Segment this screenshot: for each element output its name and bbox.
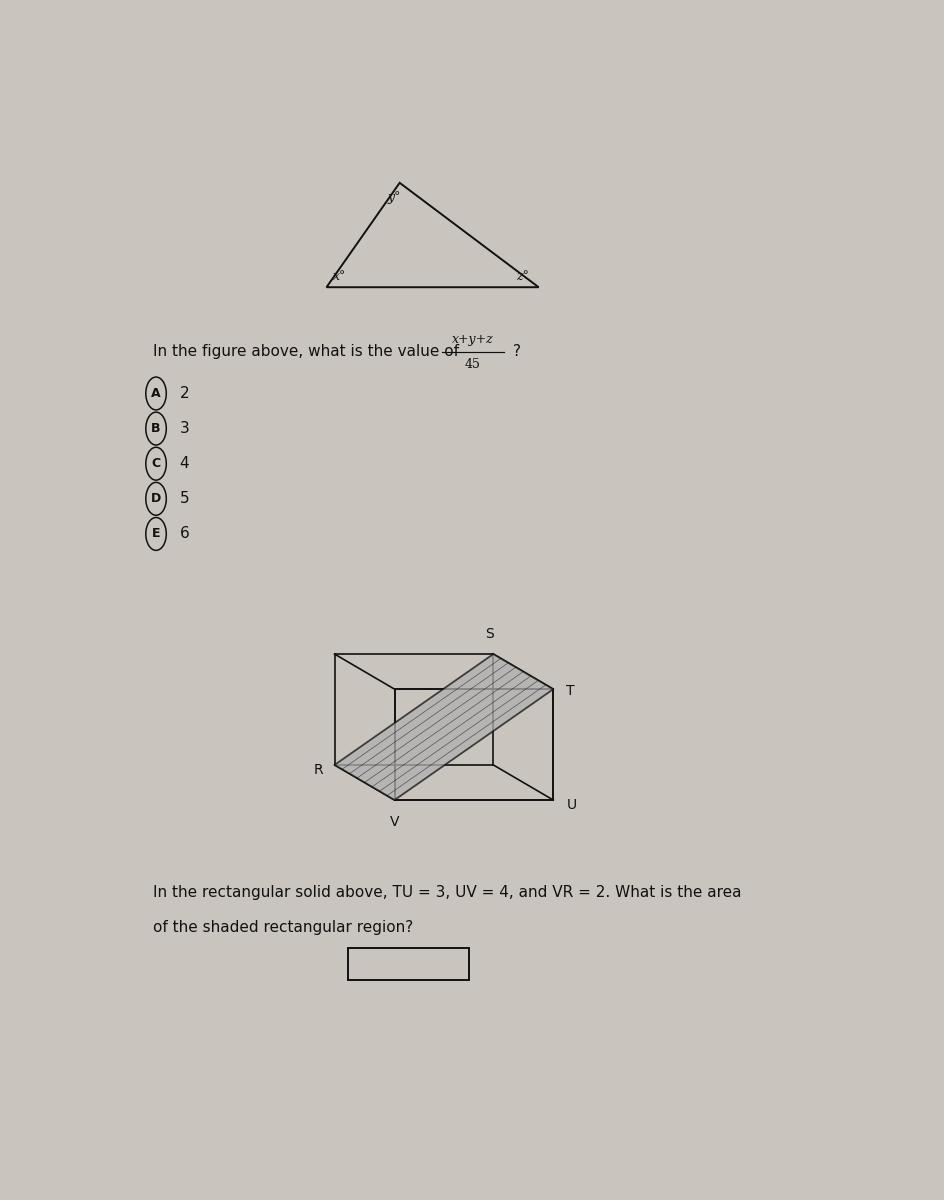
Text: 45: 45	[464, 359, 480, 371]
Text: C: C	[151, 457, 160, 470]
Text: In the rectangular solid above, TU = 3, UV = 4, and VR = 2. What is the area: In the rectangular solid above, TU = 3, …	[153, 884, 742, 900]
Text: x+y+z: x+y+z	[452, 334, 494, 347]
Bar	[348, 948, 469, 980]
Text: 2: 2	[179, 386, 189, 401]
Text: A: A	[151, 386, 160, 400]
Text: 4: 4	[179, 456, 189, 472]
Text: S: S	[485, 628, 494, 641]
Text: V: V	[390, 815, 399, 829]
Polygon shape	[334, 654, 553, 800]
Text: B: B	[151, 422, 160, 436]
Text: E: E	[152, 528, 160, 540]
Text: U: U	[566, 798, 577, 811]
Text: of the shaded rectangular region?: of the shaded rectangular region?	[153, 920, 413, 935]
Text: y°: y°	[388, 191, 401, 204]
Text: x°: x°	[333, 270, 346, 283]
Text: D: D	[151, 492, 161, 505]
Text: 5: 5	[179, 491, 189, 506]
Text: 3: 3	[179, 421, 189, 436]
Text: T: T	[566, 684, 575, 698]
Text: R: R	[314, 762, 324, 776]
Text: z°: z°	[516, 270, 529, 283]
Text: ?: ?	[514, 344, 521, 360]
Text: In the figure above, what is the value of: In the figure above, what is the value o…	[153, 344, 464, 360]
Text: 6: 6	[179, 527, 189, 541]
